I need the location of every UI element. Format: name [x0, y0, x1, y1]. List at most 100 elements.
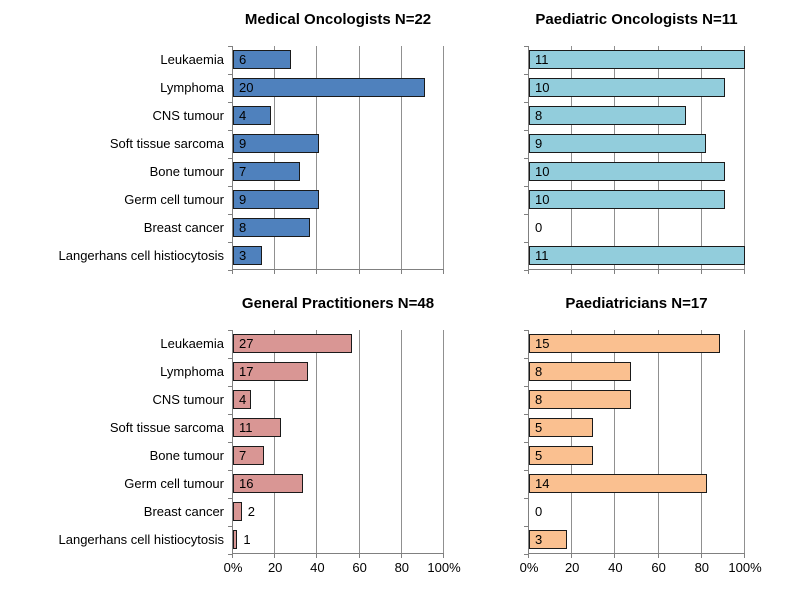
- x-axis-tick: [700, 553, 702, 558]
- bar-value-label: 8: [535, 108, 543, 123]
- x-axis-label: 20: [564, 560, 580, 575]
- chart-title-paediatric-oncologists: Paediatric Oncologists N=11: [535, 11, 738, 28]
- bar-row: 8: [529, 358, 745, 386]
- x-axis-tick: [232, 553, 233, 558]
- x-axis-tick: [443, 553, 444, 558]
- bar-value-label: 10: [535, 192, 550, 207]
- bar-row: 9: [529, 130, 745, 158]
- bar: [529, 334, 720, 353]
- bar: [233, 190, 320, 209]
- category-label: CNS tumour: [152, 108, 224, 123]
- bar-row: 10: [529, 74, 745, 102]
- x-axis-label: 100%: [728, 560, 762, 575]
- bar-row: 20: [233, 74, 444, 102]
- bar: [233, 530, 238, 549]
- y-axis-tick: [228, 526, 233, 527]
- bar-value-label: 0: [535, 220, 543, 235]
- bar-value-label: 10: [535, 80, 550, 95]
- bar-row: 8: [529, 102, 745, 130]
- bar-value-label: 8: [535, 392, 543, 407]
- category-label: Bone tumour: [149, 448, 224, 463]
- category-label: Breast cancer: [143, 220, 224, 235]
- bar-row: 17: [233, 358, 444, 386]
- bar-value-label: 7: [239, 164, 247, 179]
- gridline: [657, 330, 659, 553]
- y-axis-tick: [228, 498, 233, 499]
- gridline: [274, 46, 276, 269]
- gridline: [700, 330, 702, 553]
- x-axis-tick: [443, 269, 444, 274]
- bar-row: 4: [233, 386, 444, 414]
- bar-value-label: 8: [239, 220, 247, 235]
- x-axis-tick: [744, 553, 745, 558]
- bar: [233, 446, 264, 465]
- y-axis-tick: [524, 470, 529, 471]
- y-axis-tick: [524, 442, 529, 443]
- chart-title-medical-oncologists: Medical Oncologists N=22: [244, 11, 432, 28]
- x-axis-tick: [274, 553, 276, 558]
- bar-row: 7: [233, 158, 444, 186]
- y-axis-tick: [524, 186, 529, 187]
- y-axis-tick: [228, 414, 233, 415]
- y-axis-tick: [524, 270, 529, 271]
- bar: [529, 106, 687, 125]
- bar-row: 9: [233, 186, 444, 214]
- x-axis-tick: [232, 269, 233, 274]
- bar: [233, 50, 291, 69]
- y-axis-tick: [228, 102, 233, 103]
- bar-row: 0: [529, 214, 745, 242]
- bar-row: 0: [529, 498, 745, 526]
- bar-row: 3: [529, 526, 745, 554]
- bar-row: 15: [529, 330, 745, 358]
- gridline: [571, 330, 573, 553]
- plot-area: 11 10 8 9 10 10 0 11: [524, 46, 745, 274]
- bar-value-label: 11: [239, 420, 253, 435]
- y-axis-tick: [524, 330, 529, 331]
- y-axis-tick: [228, 46, 233, 47]
- plot-area: 27 Leukaemia 17 Lymphoma 4 CNS tumour 11 Soft t…: [59, 330, 461, 575]
- bar-value-label: 0: [535, 504, 543, 519]
- bar: [529, 390, 631, 409]
- y-axis-tick: [524, 158, 529, 159]
- bar: [233, 134, 320, 153]
- bar-value-label: 8: [535, 364, 543, 379]
- x-axis-tick: [400, 269, 402, 274]
- panel-medical-oncologists: Medical Oncologists N=22 6 Leukaemia 20 Lym…: [59, 11, 444, 274]
- bar: [529, 418, 593, 437]
- category-label: Germ cell tumour: [124, 476, 224, 491]
- bar: [529, 78, 726, 97]
- category-label: Soft tissue sarcoma: [109, 420, 224, 435]
- bar: [233, 246, 262, 265]
- bar: [233, 334, 352, 353]
- bar-value-label: 5: [535, 420, 543, 435]
- bar-row: 5: [529, 414, 745, 442]
- gridline: [571, 46, 573, 269]
- category-label: Lymphoma: [160, 364, 224, 379]
- y-axis-tick: [228, 470, 233, 471]
- category-label: Langerhans cell histiocytosis: [58, 532, 224, 547]
- y-axis-tick: [228, 74, 233, 75]
- bar-value-label: 1: [243, 532, 251, 547]
- bar: [233, 502, 242, 521]
- bar-value-label: 6: [239, 52, 247, 67]
- x-axis-tick: [274, 269, 276, 274]
- x-axis-label: 40: [310, 560, 325, 575]
- bar: [529, 50, 745, 69]
- y-axis-tick: [228, 358, 233, 359]
- bar-value-label: 7: [239, 448, 247, 463]
- gridline: [614, 46, 616, 269]
- x-axis-tick: [316, 269, 318, 274]
- x-axis-tick: [358, 553, 360, 558]
- bar-value-label: 15: [535, 336, 550, 351]
- bar-value-label: 27: [239, 336, 254, 351]
- bar: [233, 474, 304, 493]
- category-label: Bone tumour: [149, 164, 224, 179]
- x-axis-label: 20: [267, 560, 283, 575]
- bar-row: 8: [529, 386, 745, 414]
- y-axis-tick: [228, 186, 233, 187]
- gridline: [316, 46, 318, 269]
- bar-value-label: 11: [535, 52, 549, 67]
- y-axis-tick: [228, 214, 233, 215]
- bar: [529, 446, 593, 465]
